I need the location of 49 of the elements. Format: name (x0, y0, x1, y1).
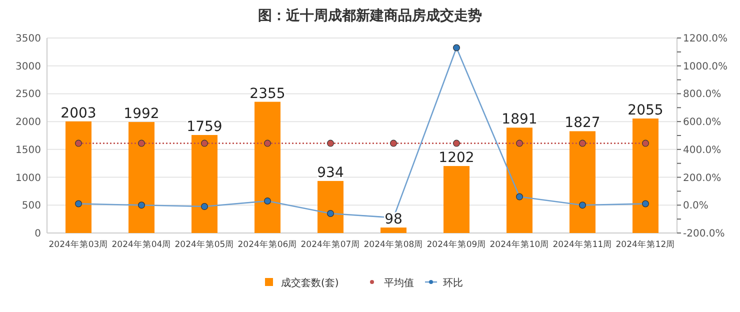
y-tick-label: 3000 (16, 61, 41, 72)
data-label: 1992 (124, 106, 160, 122)
y-tick-label: 2000 (16, 117, 41, 128)
y2-tick-label: 400.0% (683, 144, 722, 156)
bar (192, 135, 218, 233)
data-label: 1759 (186, 119, 222, 135)
bar (380, 228, 406, 233)
x-tick-label: 2024年第03周 (48, 239, 108, 250)
bar (128, 122, 154, 233)
y-tick-label: 0 (34, 228, 41, 240)
bar (570, 131, 596, 233)
x-tick-label: 2024年第07周 (300, 239, 360, 250)
bar (318, 180, 344, 233)
y2-tick-label: 1000.0% (683, 61, 728, 72)
bar (444, 166, 470, 233)
data-label: 1202 (438, 150, 474, 166)
y2-tick-label: 1200.0% (683, 34, 728, 44)
bar (506, 128, 532, 233)
legend-label: 平均值 (384, 277, 414, 289)
x-tick-label: 2024年第08周 (364, 239, 424, 250)
x-tick-label: 2024年第05周 (174, 239, 234, 250)
y2-tick-label: 800.0% (683, 89, 722, 100)
bar (66, 121, 92, 233)
x-tick-label: 2024年第09周 (426, 239, 486, 250)
y2-tick-label: 200.0% (683, 172, 722, 184)
y-tick-label: 3500 (16, 34, 41, 44)
y-tick-label: 2500 (16, 89, 41, 100)
y2-tick-label: -200.0% (683, 228, 725, 240)
chart-title: 图：近十周成都新建商品房成交走势 (258, 7, 482, 24)
y2-tick-label: 600.0% (683, 117, 722, 128)
data-label: 2355 (250, 86, 286, 102)
bar (632, 118, 658, 233)
y-tick-label: 500 (22, 200, 41, 212)
data-label: 1827 (564, 115, 600, 132)
data-label: 2003 (60, 105, 96, 122)
legend-label: 成交套数(套) (281, 277, 339, 289)
y2-tick-label: 0.0% (683, 200, 708, 212)
x-tick-label: 2024年第10周 (490, 239, 550, 250)
data-label: 1891 (502, 112, 538, 128)
x-tick-label: 2024年第04周 (112, 239, 172, 250)
data-label: 2055 (628, 102, 664, 119)
x-tick-label: 2024年第12周 (616, 239, 676, 250)
x-tick-label: 2024年第06周 (238, 239, 298, 250)
x-tick-label: 2024年第11周 (552, 239, 612, 250)
data-label: 934 (317, 164, 344, 181)
y-tick-label: 1500 (16, 144, 41, 156)
bar (254, 102, 280, 233)
y-tick-label: 1000 (16, 172, 41, 184)
legend-label: 环比 (443, 277, 463, 289)
